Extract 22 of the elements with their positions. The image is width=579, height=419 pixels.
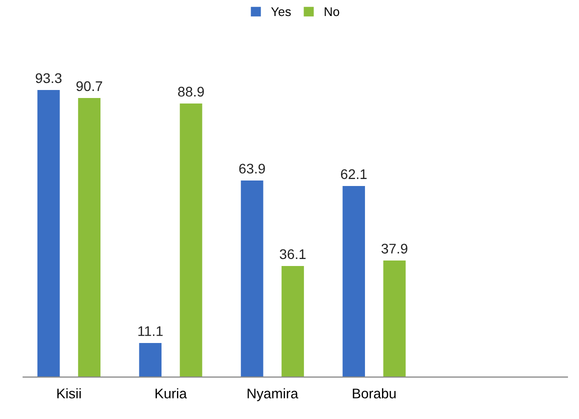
data-label: 36.1 — [280, 249, 306, 260]
x-tick-label: Kuria — [156, 388, 187, 398]
data-label: 63.9 — [239, 164, 265, 174]
bar — [180, 104, 202, 378]
data-label: 90.7 — [76, 81, 102, 92]
data-label: 88.9 — [178, 86, 204, 97]
bar — [78, 98, 100, 378]
data-label: 37.9 — [381, 244, 408, 254]
bar — [37, 90, 60, 378]
x-tick-label: Nyamira — [248, 388, 298, 402]
legend-label: No — [324, 7, 340, 16]
x-tick-label: Kisii — [57, 388, 81, 398]
data-label: 93.3 — [36, 73, 62, 84]
bar — [240, 180, 264, 378]
bar — [139, 342, 162, 378]
bar — [342, 186, 365, 378]
bar — [282, 266, 304, 378]
data-label: 62.1 — [340, 169, 367, 180]
data-label: 11.1 — [138, 326, 163, 336]
x-tick-label: Borabu — [352, 388, 396, 398]
legend-label: Yes — [271, 7, 291, 16]
bar — [383, 260, 406, 378]
